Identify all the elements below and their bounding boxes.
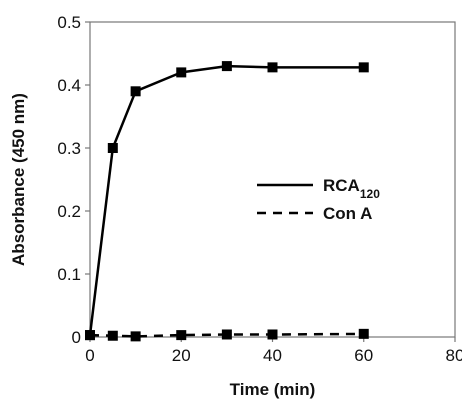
data-point-rca120 [176, 67, 187, 78]
y-axis-title: Absorbance (450 nm) [9, 93, 28, 266]
x-axis-ticks: 0 20 40 60 80 [85, 337, 462, 365]
data-point-rca120 [107, 143, 118, 153]
data-point-rca120 [221, 61, 232, 72]
data-point-con-a [176, 330, 187, 341]
data-point-rca120 [358, 62, 369, 73]
legend: RCA120 Con A [257, 176, 380, 223]
x-tick-label: 40 [263, 346, 282, 365]
legend-series-name: RCA [323, 176, 360, 195]
series-line-rca120 [88, 64, 364, 336]
y-tick-label: 0.3 [57, 139, 81, 158]
legend-label-rca120: RCA120 [323, 176, 380, 201]
x-tick-label: 0 [85, 346, 94, 365]
x-axis-title: Time (min) [230, 380, 316, 399]
x-tick-label: 20 [172, 346, 191, 365]
x-tick-label: 80 [446, 346, 462, 365]
legend-series-subscript: 120 [360, 187, 380, 201]
series-layer [85, 61, 369, 342]
data-point-con-a [358, 328, 369, 339]
x-tick-label: 60 [354, 346, 373, 365]
data-point-con-a [267, 329, 278, 340]
data-point-con-a [221, 329, 232, 340]
data-point-rca120 [267, 62, 278, 73]
y-tick-label: 0 [72, 328, 81, 347]
legend-label-con-a: Con A [323, 204, 372, 223]
y-axis-ticks: 0 0.1 0.2 0.3 0.4 0.5 [57, 13, 90, 347]
y-tick-label: 0.4 [57, 76, 81, 95]
y-tick-label: 0.2 [57, 202, 81, 221]
data-point-con-a [130, 331, 141, 342]
y-tick-label: 0.1 [57, 265, 81, 284]
data-point-con-a [85, 330, 95, 341]
data-point-con-a [107, 330, 118, 341]
data-point-rca120 [130, 86, 141, 97]
y-tick-label: 0.5 [57, 13, 81, 32]
